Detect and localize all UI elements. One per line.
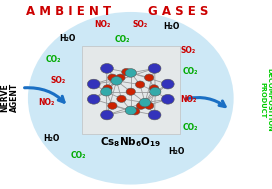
Circle shape — [108, 102, 117, 109]
Text: NO₂: NO₂ — [38, 98, 54, 107]
Circle shape — [144, 74, 154, 81]
Text: H₂O: H₂O — [168, 147, 184, 156]
Circle shape — [148, 110, 161, 120]
Circle shape — [111, 77, 122, 85]
Circle shape — [139, 98, 151, 107]
Circle shape — [101, 64, 113, 73]
Circle shape — [137, 102, 146, 109]
Text: $\mathregular{Cs_8Nb_6O_{19}}$: $\mathregular{Cs_8Nb_6O_{19}}$ — [100, 135, 162, 149]
Text: NERVE
AGENT: NERVE AGENT — [0, 83, 19, 112]
Text: SO₂: SO₂ — [51, 76, 66, 85]
Circle shape — [126, 88, 135, 95]
Circle shape — [103, 85, 112, 92]
Text: G A S E S: G A S E S — [148, 5, 209, 18]
Circle shape — [144, 102, 154, 109]
Text: NO₂: NO₂ — [180, 95, 197, 104]
Text: H₂O: H₂O — [59, 34, 75, 43]
Circle shape — [122, 68, 131, 76]
Text: CO₂: CO₂ — [183, 123, 199, 132]
Text: DECOMPOSITION
PRODUCT: DECOMPOSITION PRODUCT — [259, 68, 272, 132]
Text: CO₂: CO₂ — [183, 67, 199, 76]
Circle shape — [162, 79, 174, 89]
Text: H₂O: H₂O — [163, 22, 179, 31]
Text: SO₂: SO₂ — [181, 46, 196, 55]
Circle shape — [148, 64, 161, 73]
Circle shape — [101, 110, 113, 120]
Circle shape — [87, 94, 100, 104]
Circle shape — [101, 87, 112, 96]
Circle shape — [135, 81, 145, 88]
Text: A M B I E N T: A M B I E N T — [26, 5, 111, 18]
Circle shape — [125, 106, 137, 115]
Text: H₂O: H₂O — [43, 134, 59, 143]
Circle shape — [87, 79, 100, 89]
Circle shape — [125, 69, 137, 77]
Circle shape — [117, 95, 126, 102]
Circle shape — [108, 74, 117, 81]
Circle shape — [149, 85, 159, 92]
Circle shape — [116, 74, 125, 81]
Text: NO₂: NO₂ — [94, 20, 111, 29]
Circle shape — [150, 87, 161, 96]
Circle shape — [131, 108, 140, 115]
Text: CO₂: CO₂ — [115, 35, 130, 44]
Text: CO₂: CO₂ — [70, 151, 86, 160]
FancyBboxPatch shape — [82, 46, 180, 134]
Text: SO₂: SO₂ — [133, 20, 148, 29]
Ellipse shape — [28, 12, 234, 184]
Text: CO₂: CO₂ — [46, 55, 61, 64]
Circle shape — [162, 94, 174, 104]
